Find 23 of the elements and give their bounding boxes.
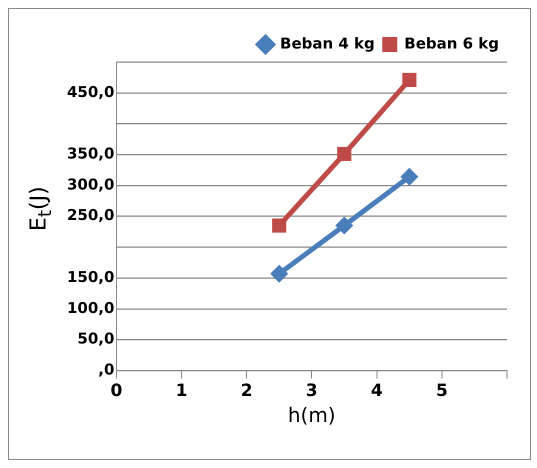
y-tick-label: 250,0 (66, 206, 114, 224)
y-tick-label: 450,0 (66, 82, 114, 101)
point (400, 168, 418, 186)
y-tick-label: 350,0 (66, 144, 114, 162)
y-tick-label: 150,0 (66, 268, 114, 286)
y-tick-label: 100,0 (66, 298, 114, 317)
x-tick-label: 1 (176, 381, 188, 402)
x-tick-label: 0 (110, 381, 123, 402)
x-axis-title: h(m) (288, 403, 336, 428)
x-tick-label: 3 (306, 381, 318, 402)
point (272, 218, 286, 233)
point (337, 146, 352, 162)
x-tick-label: 4 (370, 381, 383, 402)
x-tick-label: 2 (240, 381, 253, 402)
point (402, 72, 416, 87)
x-tick-label: 5 (436, 381, 448, 402)
y-tick-label: 300,0 (66, 175, 114, 194)
point (335, 216, 354, 235)
point (270, 264, 288, 283)
y-tick-label: 50,0 (77, 330, 114, 348)
legend-label: Beban 6 kg (404, 34, 500, 52)
y-tick-label: ,0 (98, 360, 114, 378)
legend-label: Beban 4 kg (280, 34, 375, 52)
